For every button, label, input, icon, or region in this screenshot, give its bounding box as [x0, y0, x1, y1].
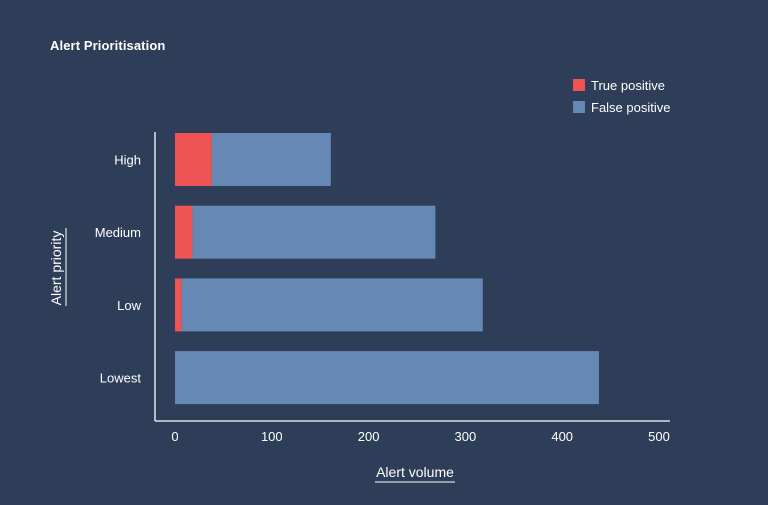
y-tick-labels: High Medium Low Lowest	[95, 153, 142, 386]
bar-lowest-false-positive	[175, 351, 599, 405]
legend-swatch-true-positive	[573, 79, 585, 91]
axes	[154, 132, 670, 422]
x-tick-labels: 0 100 200 300 400 500	[171, 429, 669, 444]
y-tick-label-medium: Medium	[95, 225, 141, 240]
legend-label-false-positive: False positive	[591, 100, 670, 115]
y-tick-label-high: High	[114, 153, 141, 168]
x-axis-label: Alert volume	[376, 464, 454, 480]
x-tick-label-500: 500	[648, 429, 670, 444]
y-tick-label-lowest: Lowest	[100, 371, 142, 386]
x-tick-label-300: 300	[455, 429, 477, 444]
x-tick-label-200: 200	[358, 429, 380, 444]
bar-low-false-positive	[181, 278, 483, 332]
bar-high-true-positive	[175, 133, 212, 186]
legend-swatch-false-positive	[573, 101, 585, 113]
chart-title: Alert Prioritisation	[50, 38, 166, 53]
bar-high-false-positive	[211, 133, 331, 186]
bar-medium-true-positive	[175, 205, 193, 259]
x-tick-label-400: 400	[551, 429, 573, 444]
bar-low-true-positive	[175, 278, 182, 332]
y-axis-label: Alert priority	[48, 231, 64, 306]
x-tick-label-0: 0	[171, 429, 178, 444]
legend: True positive False positive	[573, 78, 670, 115]
x-tick-label-100: 100	[261, 429, 283, 444]
legend-label-true-positive: True positive	[591, 78, 665, 93]
bar-group	[175, 133, 599, 405]
y-tick-label-low: Low	[117, 298, 141, 313]
bar-medium-false-positive	[192, 205, 436, 259]
